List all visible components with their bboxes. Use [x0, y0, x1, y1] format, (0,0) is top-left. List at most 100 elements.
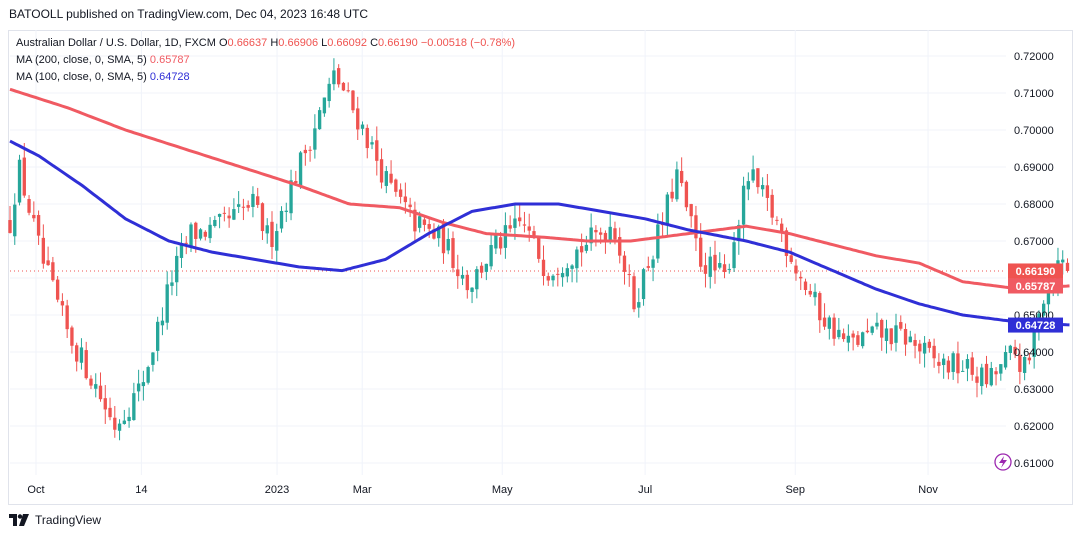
candle-body [265, 225, 269, 234]
x-axis: Oct 14 2023 Mar May Jul Sep Nov [27, 484, 938, 496]
y-tick-label: 0.67000 [1014, 236, 1054, 248]
ma200-legend-label: MA (200, close, 0, SMA, 5) [16, 54, 147, 66]
candle-body [984, 363, 989, 385]
candle-body [880, 319, 884, 338]
candle-body [765, 185, 770, 198]
candle-body [246, 205, 250, 208]
candle-body [741, 185, 746, 225]
ohlc-open: O0.66637 [218, 37, 268, 49]
candle-body [956, 353, 960, 374]
chart-frame [8, 30, 1073, 505]
y-tick-label: 0.72000 [1014, 51, 1054, 63]
candle-body [408, 204, 412, 208]
candle-body [41, 237, 46, 264]
candle-body [1003, 351, 1008, 368]
price-label-bg [1008, 278, 1063, 294]
candle-body [289, 180, 293, 214]
candle-body [84, 350, 88, 379]
candle-body [394, 179, 398, 192]
candle-body [322, 97, 327, 114]
candle-body [989, 367, 993, 386]
candle-body [179, 244, 184, 258]
candle-body [784, 230, 789, 256]
candle-body [141, 382, 146, 387]
candle-body [856, 335, 860, 345]
candle-body [222, 212, 227, 214]
candle-body [522, 224, 527, 226]
x-tick-label: 2023 [265, 484, 289, 496]
candle-body [684, 181, 689, 208]
candle-body [484, 263, 489, 272]
candle-body [808, 290, 812, 295]
candle-body [1032, 327, 1036, 357]
ma100-legend[interactable]: MA (100, close, 0, SMA, 5) 0.64728 [16, 69, 515, 86]
candle-body [275, 231, 279, 251]
candle-body [46, 260, 50, 266]
x-tick-label: Nov [918, 484, 938, 496]
candle-body [308, 149, 312, 151]
candle-body [108, 407, 112, 418]
tradingview-logo-icon [9, 514, 29, 526]
candle-body [117, 423, 122, 431]
candle-body [675, 169, 679, 200]
candle-body [656, 224, 660, 259]
candle-body [780, 223, 784, 234]
ma200-legend-value: 0.65787 [149, 54, 190, 66]
y-tick-label: 0.62000 [1014, 421, 1054, 433]
candle-body [541, 259, 546, 276]
candle-body [575, 249, 579, 269]
candle-body [170, 282, 174, 286]
lightning-icon[interactable] [994, 453, 1012, 471]
candle-body [27, 199, 31, 213]
candle-body [599, 232, 603, 235]
candle-body [632, 276, 636, 310]
candle-body [646, 266, 650, 268]
candle-body [818, 293, 822, 321]
tradingview-logo[interactable]: TradingView [9, 513, 101, 527]
candle-body [270, 221, 274, 247]
candle-body [851, 333, 855, 338]
x-tick-label: Jul [638, 484, 652, 496]
candle-body [670, 191, 674, 199]
candle-body [1022, 356, 1027, 373]
y-tick-label: 0.61000 [1014, 458, 1054, 470]
x-tick-label: May [492, 484, 513, 496]
candle-body [489, 245, 493, 267]
candle-body [75, 345, 79, 362]
candle-body [65, 305, 69, 330]
candle-body [113, 417, 117, 430]
candle-body [203, 231, 207, 237]
candle-body [980, 367, 984, 387]
candle-body [1061, 259, 1065, 263]
ma200-legend[interactable]: MA (200, close, 0, SMA, 5) 0.65787 [16, 52, 515, 69]
candle-body [970, 357, 974, 375]
grid [10, 30, 1006, 475]
ma100-legend-label: MA (100, close, 0, SMA, 5) [16, 71, 147, 83]
candle-body [922, 342, 927, 354]
candle-body [732, 242, 736, 269]
candle-body [389, 173, 393, 183]
candles [8, 58, 1070, 441]
candle-body [913, 340, 917, 346]
candle-body [127, 416, 131, 422]
candle-body [865, 330, 870, 333]
symbol-row[interactable]: Australian Dollar / U.S. Dollar, 1D, FXC… [16, 35, 515, 52]
candle-body [613, 228, 617, 240]
candle-body [894, 325, 898, 343]
candle-body [232, 209, 236, 220]
candle-body [832, 317, 836, 339]
ma200-line [9, 87, 1070, 291]
candle-body [556, 273, 560, 275]
candle-body [708, 256, 712, 277]
candle-body [718, 263, 722, 268]
candle-body [413, 209, 417, 232]
price-label-bg [1008, 317, 1063, 333]
candle-body [1018, 355, 1022, 372]
candle-body [294, 180, 298, 183]
candle-body [527, 226, 531, 231]
candle-body [494, 235, 498, 249]
candle-body [518, 217, 522, 222]
candle-body [813, 291, 817, 298]
candle-body [513, 218, 517, 228]
